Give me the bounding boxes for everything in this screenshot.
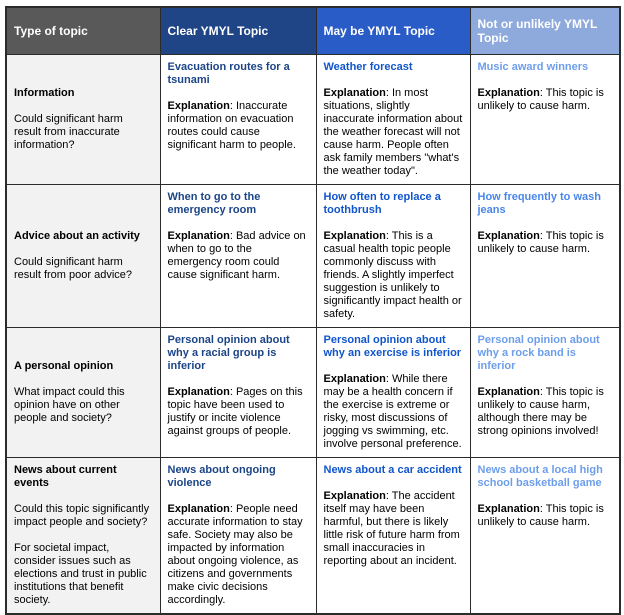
example-topic-title: Personal opinion about why a rock band i…	[477, 333, 600, 372]
explanation-body: : This topic is unlikely to cause harm.	[477, 229, 604, 255]
explanation-body: : This is a casual health topic people c…	[323, 229, 462, 320]
explanation-paragraph: Explanation: This topic is unlikely to c…	[478, 87, 613, 113]
column-header-maybe-ymyl: May be YMYL Topic	[315, 6, 471, 55]
explanation-paragraph: Explanation: This is a casual health top…	[324, 230, 463, 321]
cell-not-ymyl: News about a local high school basketbal…	[469, 456, 621, 614]
explanation-label: Explanation	[323, 229, 386, 242]
topic-question: Could this topic significantly impact pe…	[14, 502, 150, 528]
row-information: Information Could significant harm resul…	[5, 53, 621, 185]
column-header-type-of-topic: Type of topic	[5, 6, 161, 55]
explanation-body: : While there may be a health concern if…	[323, 372, 462, 450]
topic-question: Could significant harm result from inacc…	[14, 112, 123, 151]
row-advice: Advice about an activity Could significa…	[5, 183, 621, 328]
example-topic-title: When to go to the emergency room	[167, 190, 261, 216]
topic-question: Could significant harm result from poor …	[14, 255, 132, 281]
explanation-paragraph: Explanation: This topic is unlikely to c…	[478, 503, 613, 529]
column-header-clear-ymyl: Clear YMYL Topic	[159, 6, 317, 55]
example-topic-title: Personal opinion about why a racial grou…	[167, 333, 290, 372]
example-topic-title: News about a local high school basketbal…	[477, 463, 603, 489]
example-topic-title: How frequently to wash jeans	[477, 190, 601, 216]
cell-clear-ymyl: News about ongoing violence Explanation:…	[159, 456, 317, 614]
explanation-body: : Pages on this topic have been used to …	[167, 385, 303, 437]
example-topic-title: News about ongoing violence	[167, 463, 276, 489]
explanation-paragraph: Explanation: The accident itself may hav…	[324, 490, 463, 568]
explanation-body: : This topic is unlikely to cause harm.	[477, 502, 604, 528]
topic-title: Advice about an activity	[14, 229, 140, 242]
explanation-label: Explanation	[323, 86, 386, 99]
explanation-label: Explanation	[477, 502, 540, 515]
ymyl-topics-table: Type of topic Clear YMYL Topic May be YM…	[5, 6, 621, 615]
explanation-label: Explanation	[477, 86, 540, 99]
topic-title: A personal opinion	[14, 359, 114, 372]
cell-not-ymyl: Personal opinion about why a rock band i…	[469, 326, 621, 458]
row-news: News about current events Could this top…	[5, 456, 621, 614]
explanation-paragraph: Explanation: While there may be a health…	[324, 373, 463, 451]
explanation-label: Explanation	[167, 385, 230, 398]
cell-maybe-ymyl: Weather forecast Explanation: In most si…	[315, 53, 471, 185]
topic-title: Information	[14, 86, 75, 99]
explanation-label: Explanation	[477, 229, 540, 242]
explanation-label: Explanation	[323, 372, 386, 385]
topic-cell-advice: Advice about an activity Could significa…	[5, 183, 161, 328]
header-row: Type of topic Clear YMYL Topic May be YM…	[5, 6, 621, 55]
cell-maybe-ymyl: News about a car accident Explanation: T…	[315, 456, 471, 614]
explanation-body: : Inaccurate information on evacuation r…	[167, 99, 296, 151]
cell-clear-ymyl: Personal opinion about why a racial grou…	[159, 326, 317, 458]
explanation-paragraph: Explanation: Inaccurate information on e…	[168, 100, 309, 152]
example-topic-title: Weather forecast	[323, 60, 413, 73]
cell-clear-ymyl: Evacuation routes for a tsunami Explanat…	[159, 53, 317, 185]
topic-question: What impact could this opinion have on o…	[14, 385, 125, 424]
explanation-body: : People need accurate information to st…	[167, 502, 303, 606]
cell-maybe-ymyl: How often to replace a toothbrush Explan…	[315, 183, 471, 328]
cell-maybe-ymyl: Personal opinion about why an exercise i…	[315, 326, 471, 458]
row-personal-opinion: A personal opinion What impact could thi…	[5, 326, 621, 458]
explanation-paragraph: Explanation: People need accurate inform…	[168, 503, 309, 607]
explanation-label: Explanation	[167, 229, 230, 242]
explanation-body: : Bad advice on when to go to the emerge…	[167, 229, 306, 281]
explanation-label: Explanation	[167, 99, 230, 112]
topic-question: For societal impact, consider issues suc…	[14, 541, 147, 606]
topic-cell-personal-opinion: A personal opinion What impact could thi…	[5, 326, 161, 458]
explanation-body: : In most situations, slightly inaccurat…	[323, 86, 463, 177]
explanation-body: : This topic is unlikely to cause harm, …	[477, 385, 604, 437]
explanation-label: Explanation	[477, 385, 540, 398]
explanation-paragraph: Explanation: Bad advice on when to go to…	[168, 230, 309, 282]
example-topic-title: Personal opinion about why an exercise i…	[323, 333, 462, 359]
topic-cell-news: News about current events Could this top…	[5, 456, 161, 614]
explanation-paragraph: Explanation: This topic is unlikely to c…	[478, 230, 613, 256]
explanation-paragraph: Explanation: This topic is unlikely to c…	[478, 386, 613, 438]
example-topic-title: Music award winners	[477, 60, 589, 73]
cell-not-ymyl: How frequently to wash jeans Explanation…	[469, 183, 621, 328]
example-topic-title: How often to replace a toothbrush	[323, 190, 441, 216]
ymyl-topics-page: Type of topic Clear YMYL Topic May be YM…	[5, 6, 621, 615]
explanation-label: Explanation	[167, 502, 230, 515]
explanation-label: Explanation	[323, 489, 386, 502]
explanation-paragraph: Explanation: Pages on this topic have be…	[168, 386, 309, 438]
explanation-body: : This topic is unlikely to cause harm.	[477, 86, 604, 112]
explanation-paragraph: Explanation: In most situations, slightl…	[324, 87, 463, 178]
cell-not-ymyl: Music award winners Explanation: This to…	[469, 53, 621, 185]
column-header-not-ymyl: Not or unlikely YMYL Topic	[469, 6, 621, 55]
example-topic-title: News about a car accident	[323, 463, 462, 476]
topic-cell-information: Information Could significant harm resul…	[5, 53, 161, 185]
cell-clear-ymyl: When to go to the emergency room Explana…	[159, 183, 317, 328]
example-topic-title: Evacuation routes for a tsunami	[167, 60, 290, 86]
topic-title: News about current events	[14, 463, 117, 489]
